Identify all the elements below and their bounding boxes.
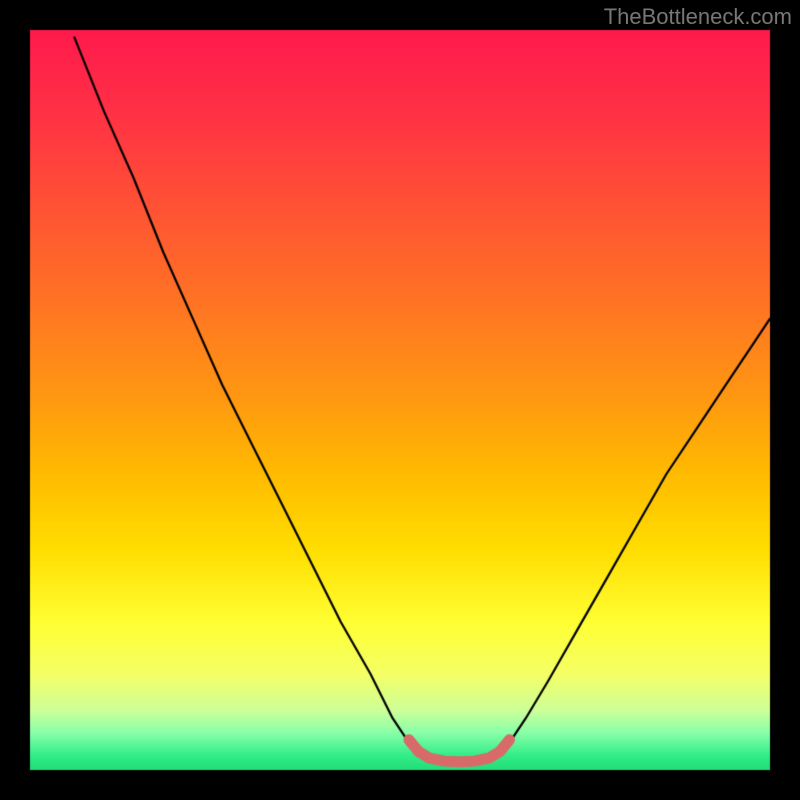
bottleneck-curve-chart bbox=[0, 0, 800, 800]
chart-container: TheBottleneck.com bbox=[0, 0, 800, 800]
watermark-text: TheBottleneck.com bbox=[604, 4, 792, 30]
